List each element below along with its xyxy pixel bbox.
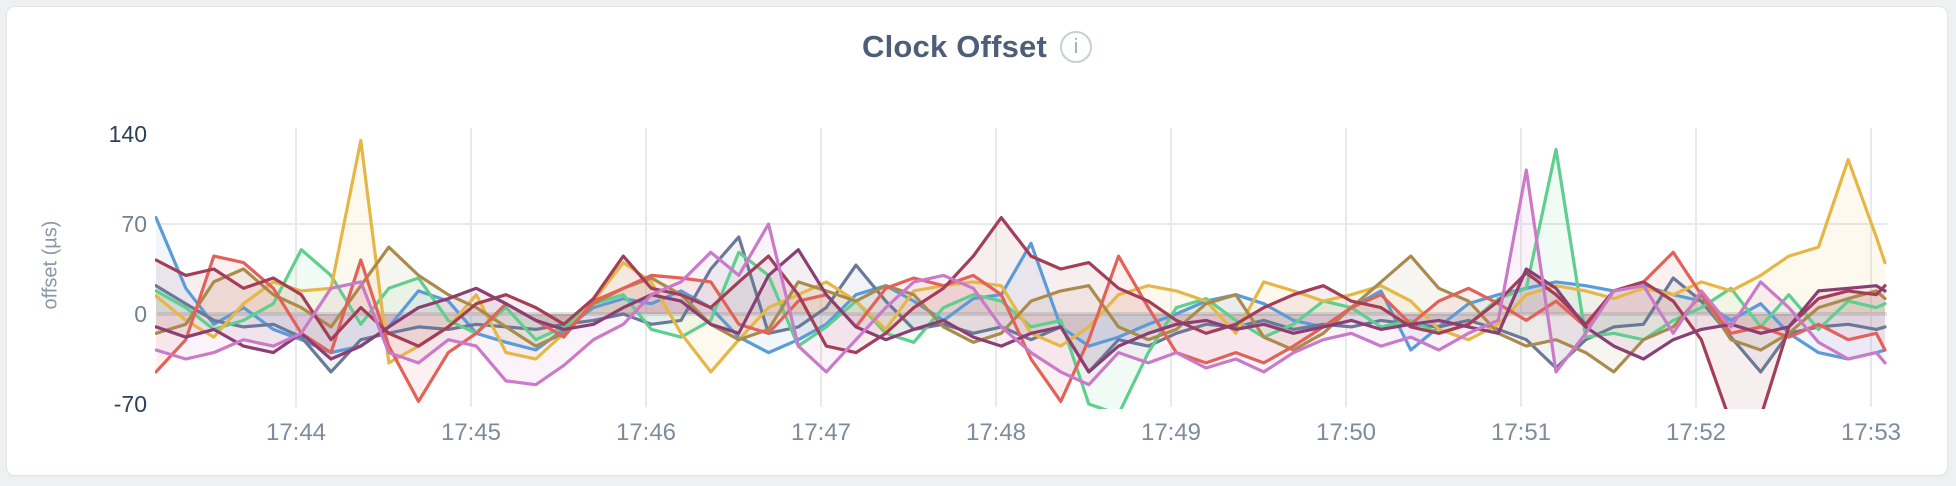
y-tick-label-70: 70: [121, 211, 147, 237]
x-tick-label-17-45: 17:45: [440, 419, 502, 446]
series-line-khaki: [155, 245, 1887, 374]
chart-hover-region[interactable]: [155, 89, 1889, 411]
x-tick-label-17-44: 17:44: [265, 419, 327, 446]
x-tick-label-17-52: 17:52: [1665, 419, 1727, 446]
plot-area: offset (µs) 140 70 0 -70 17:44 17:45 17:46 17:4…: [7, 7, 1949, 477]
y-tick-label--70: -70: [113, 391, 147, 417]
series-line-plum: [155, 248, 1887, 374]
x-tick-label-17-46: 17:46: [615, 419, 677, 446]
chart-card: offset (µs) 140 70 0 -70 17:44 17:45 17:46 17:4…: [6, 6, 1948, 476]
series-line-orchid: [155, 168, 1887, 387]
clock-offset-chart: [155, 128, 1887, 409]
x-tick-label-17-48: 17:48: [965, 419, 1027, 446]
series-area-salmon: [156, 252, 1885, 402]
chart-header: Clock Offset i: [7, 29, 1947, 65]
x-tick-label-17-49: 17:49: [1140, 419, 1202, 446]
series-line-green: [155, 147, 1887, 409]
series-area-blue: [156, 217, 1885, 359]
x-tick-label-17-51: 17:51: [1490, 419, 1552, 446]
y-tick-label-0: 0: [134, 301, 147, 327]
x-tick-label-17-50: 17:50: [1315, 419, 1377, 446]
y-tick-label-140: 140: [108, 121, 147, 147]
x-tick-label-17-47: 17:47: [790, 419, 852, 446]
x-tick-label-17-53: 17:53: [1840, 419, 1902, 446]
series-area-orchid: [156, 170, 1885, 385]
series-line-slate: [155, 235, 1887, 374]
info-icon[interactable]: i: [1060, 31, 1092, 63]
chart-title: Clock Offset: [862, 29, 1047, 64]
